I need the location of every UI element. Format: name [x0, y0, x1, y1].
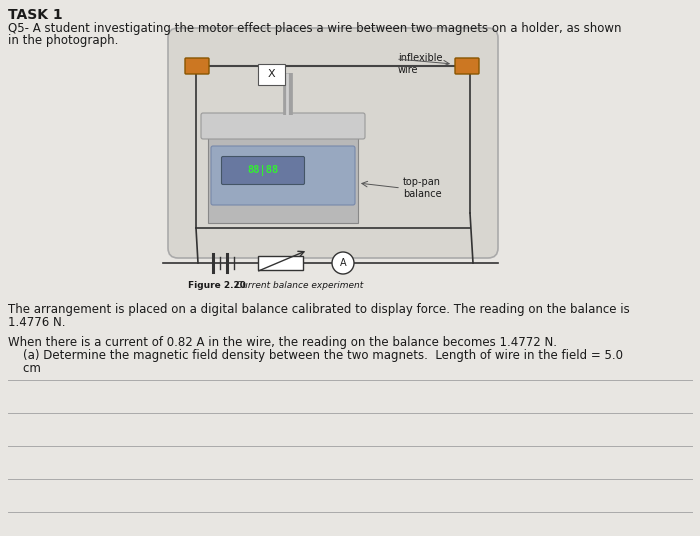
- FancyBboxPatch shape: [201, 113, 365, 139]
- FancyBboxPatch shape: [258, 63, 284, 85]
- Circle shape: [332, 252, 354, 274]
- Text: Q5- A student investigating the motor effect places a wire between two magnets o: Q5- A student investigating the motor ef…: [8, 22, 622, 35]
- Text: The arrangement is placed on a digital balance calibrated to display force. The : The arrangement is placed on a digital b…: [8, 303, 630, 316]
- Text: When there is a current of 0.82 A in the wire, the reading on the balance become: When there is a current of 0.82 A in the…: [8, 336, 557, 349]
- Text: 88|88: 88|88: [247, 165, 279, 176]
- FancyBboxPatch shape: [455, 58, 479, 74]
- FancyBboxPatch shape: [211, 146, 355, 205]
- FancyBboxPatch shape: [208, 133, 358, 223]
- Bar: [258, 256, 303, 270]
- Text: A: A: [340, 258, 346, 268]
- Text: top-pan
balance: top-pan balance: [403, 177, 442, 199]
- Text: cm: cm: [8, 362, 41, 375]
- FancyBboxPatch shape: [221, 157, 304, 184]
- Text: in the photograph.: in the photograph.: [8, 34, 118, 47]
- Text: X: X: [267, 69, 275, 79]
- FancyBboxPatch shape: [168, 28, 498, 258]
- Text: inflexible
wire: inflexible wire: [398, 53, 442, 75]
- Text: (a) Determine the magnetic field density between the two magnets.  Length of wir: (a) Determine the magnetic field density…: [8, 349, 623, 362]
- Text: Figure 2.20: Figure 2.20: [188, 281, 246, 290]
- FancyBboxPatch shape: [185, 58, 209, 74]
- Text: Current balance experiment: Current balance experiment: [233, 281, 363, 290]
- Text: TASK 1: TASK 1: [8, 8, 62, 22]
- Text: 1.4776 N.: 1.4776 N.: [8, 316, 66, 329]
